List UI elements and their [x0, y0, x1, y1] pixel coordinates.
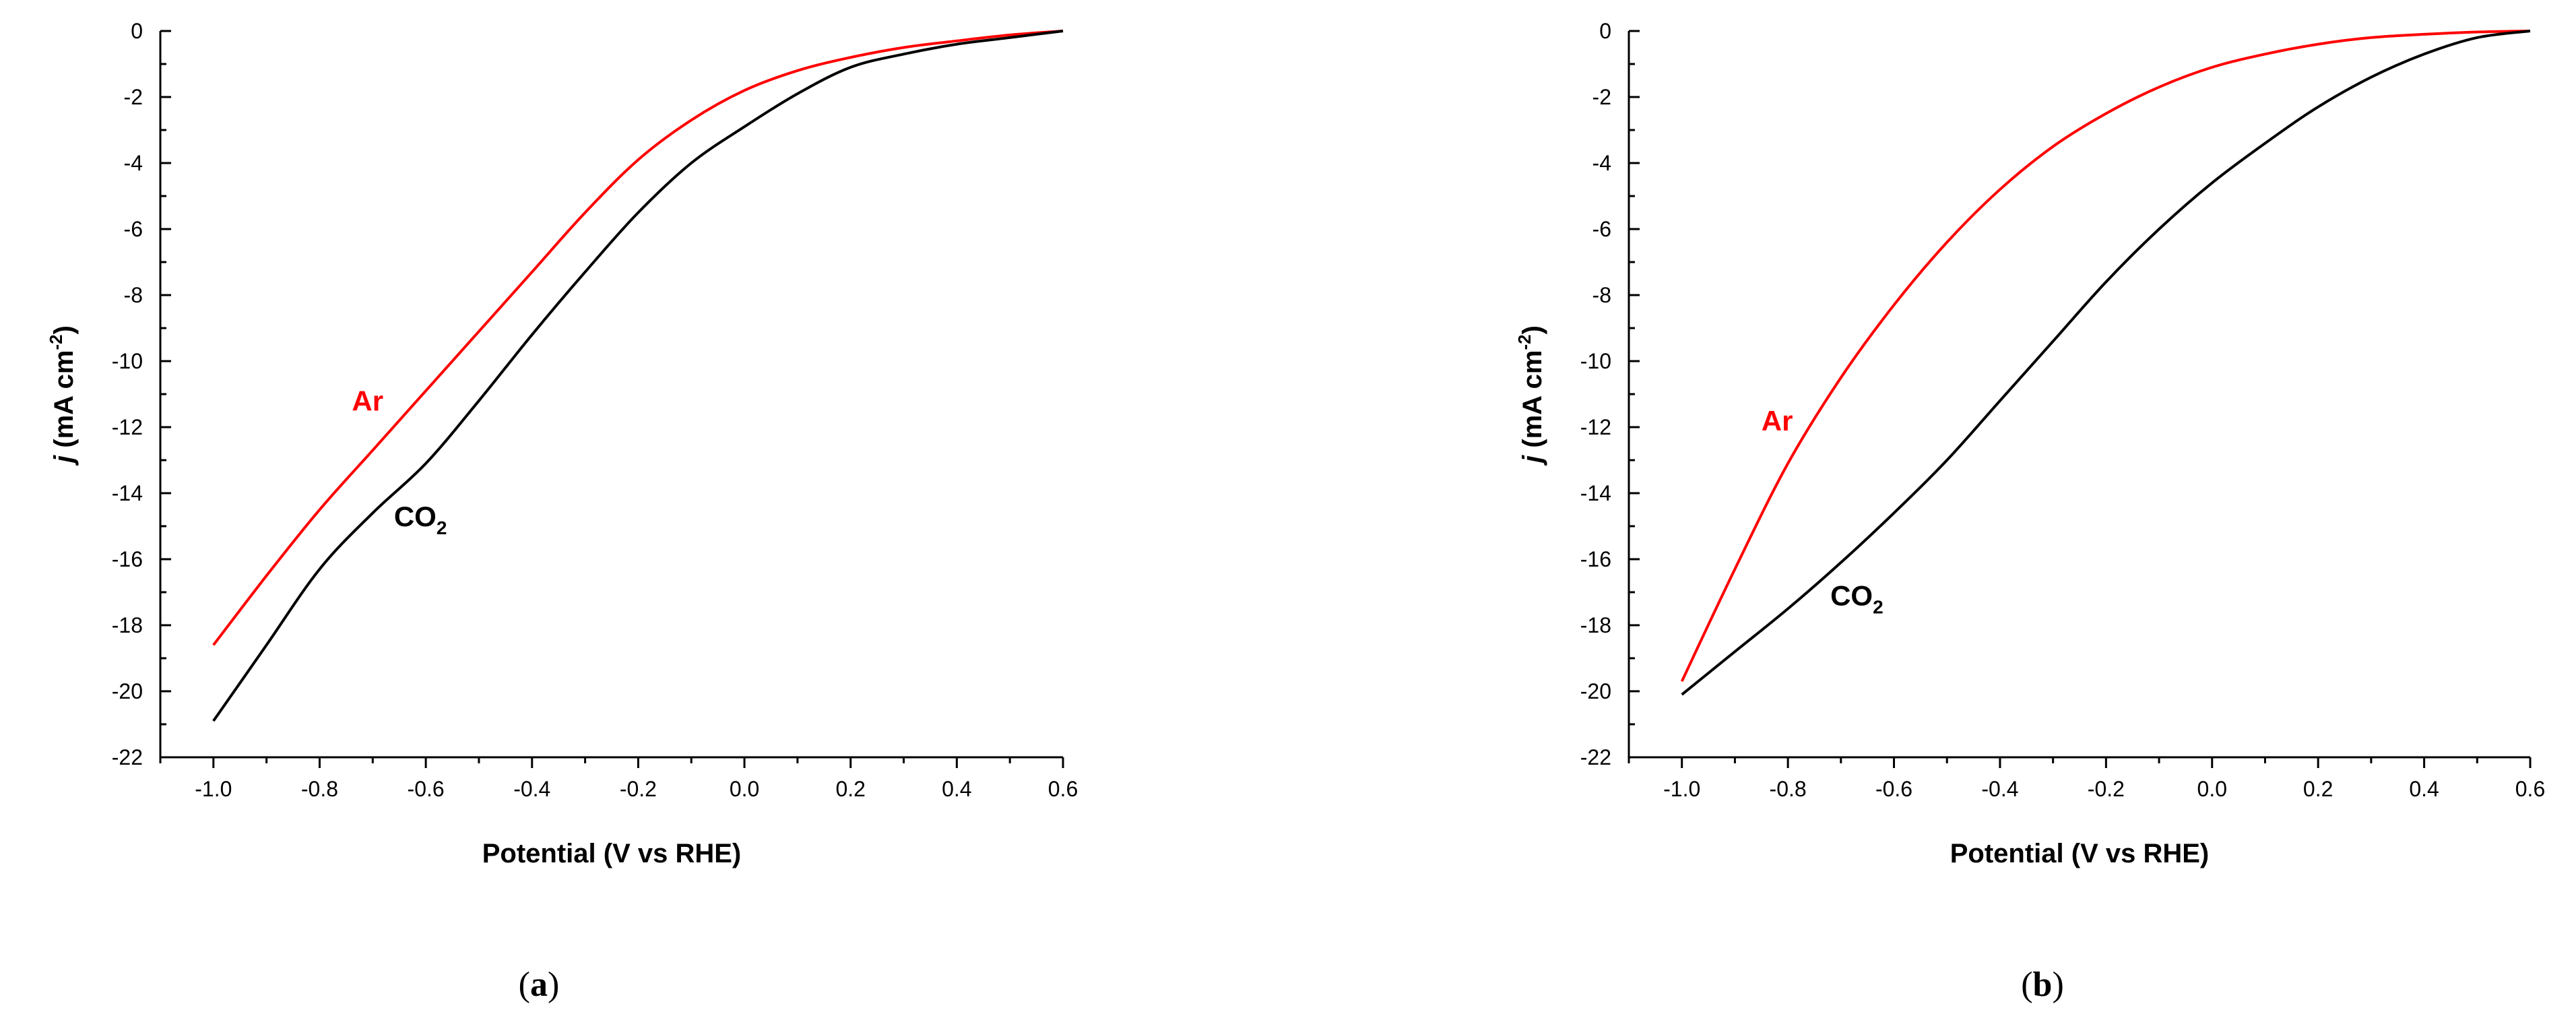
y-axis-title-unit: (mA cm [1518, 350, 1547, 448]
series-label-co2: CO2 [1830, 580, 1883, 618]
panel-caption-open: ( [519, 965, 530, 1004]
x-tick-label: -0.2 [2088, 777, 2125, 801]
series-label-text: CO [394, 501, 437, 532]
y-tick-label: -16 [1580, 547, 1611, 571]
series-line-co2 [1681, 30, 2531, 696]
y-tick-label: -20 [112, 679, 143, 703]
y-tick-label: -14 [112, 481, 143, 505]
x-tick-label: -0.8 [1770, 777, 1807, 801]
x-tick-label: 0.0 [730, 777, 759, 801]
y-tick-label: -6 [1592, 217, 1611, 241]
x-tick-label: 0.4 [942, 777, 971, 801]
series-label-text: CO [1830, 580, 1873, 612]
x-tick-label: -0.6 [408, 777, 445, 801]
y-axis-title-superscript: -2 [46, 334, 66, 350]
series-line-co2 [212, 30, 1064, 722]
y-tick-label: -6 [124, 217, 143, 241]
series-label-text: Ar [352, 385, 383, 417]
y-tick-label: -12 [112, 415, 143, 439]
y-tick-label: -4 [124, 151, 143, 175]
x-tick-label: 0.4 [2409, 777, 2439, 801]
x-tick-label: -0.4 [513, 777, 550, 801]
series-label-text: Ar [1762, 405, 1793, 437]
x-axis-title: Potential (V vs RHE) [1950, 839, 2210, 868]
y-tick-label: -22 [1580, 745, 1611, 769]
y-tick-label: -10 [112, 349, 143, 373]
x-tick-label: 0.0 [2197, 777, 2227, 801]
series-line-ar [1680, 30, 2531, 682]
y-axis-title-end: ) [1518, 325, 1547, 334]
y-tick-label: 0 [1599, 19, 1611, 43]
x-tick-label: 0.2 [835, 777, 865, 801]
series-label-subscript: 2 [437, 517, 447, 538]
y-tick-label: -20 [1580, 679, 1611, 703]
y-tick-label: -12 [1580, 415, 1611, 439]
x-tick-label: 0.6 [2515, 777, 2545, 801]
y-axis-title-italic: j [1518, 448, 1547, 466]
panel-caption-open: ( [2021, 965, 2032, 1004]
y-tick-label: -18 [112, 613, 143, 637]
y-tick-label: -10 [1580, 349, 1611, 373]
x-tick-label: -1.0 [1663, 777, 1700, 801]
y-tick-label: -8 [1592, 283, 1611, 307]
panel-caption-letter: b [2033, 965, 2053, 1004]
panels: 0-2-4-6-8-10-12-14-16-18-20-22-1.0 -0.8 -0… [46, 19, 2545, 1004]
panel-caption-close: ) [2052, 965, 2063, 1004]
x-tick-label: 0.2 [2303, 777, 2333, 801]
y-tick-label: 0 [131, 19, 143, 43]
y-axis-title-end: ) [49, 325, 79, 334]
series-label-ar: Ar [352, 385, 383, 417]
y-tick-label: -18 [1580, 613, 1611, 637]
y-axis-title-unit: (mA cm [49, 350, 79, 448]
chart-panel-b: 0-2-4-6-8-10-12-14-16-18-20-22-1.0 -0.8 -0… [1514, 19, 2545, 1004]
y-axis-title-italic: j [49, 448, 79, 466]
series-line-ar [212, 30, 1064, 646]
x-axis-title: Potential (V vs RHE) [482, 839, 742, 868]
y-tick-label: -14 [1580, 481, 1611, 505]
y-axis-title: j (mA cm-2) [46, 325, 79, 466]
x-tick-label: -0.6 [1875, 777, 1912, 801]
panel-caption: (a) [519, 965, 560, 1004]
panel-caption-letter: a [530, 965, 548, 1004]
panel-caption-close: ) [548, 965, 559, 1004]
series-label-ar: Ar [1762, 405, 1793, 437]
x-tick-label: -0.8 [301, 777, 338, 801]
series-label-subscript: 2 [1873, 597, 1883, 618]
chart-panel-a: 0-2-4-6-8-10-12-14-16-18-20-22-1.0 -0.8 -0… [46, 19, 1078, 1004]
y-axis-title-superscript: -2 [1514, 334, 1535, 350]
x-tick-label: 0.6 [1048, 777, 1078, 801]
y-tick-label: -2 [1592, 85, 1611, 109]
y-tick-label: -2 [124, 85, 143, 109]
y-tick-label: -4 [1592, 151, 1611, 175]
x-tick-label: -1.0 [195, 777, 232, 801]
series-label-co2: CO2 [394, 501, 447, 538]
x-tick-label: -0.2 [620, 777, 657, 801]
x-tick-label: -0.4 [1981, 777, 2018, 801]
y-axis-title: j (mA cm-2) [1514, 325, 1547, 466]
y-tick-label: -22 [112, 745, 143, 769]
panel-caption: (b) [2021, 965, 2064, 1004]
y-tick-label: -16 [112, 547, 143, 571]
y-tick-label: -8 [124, 283, 143, 307]
